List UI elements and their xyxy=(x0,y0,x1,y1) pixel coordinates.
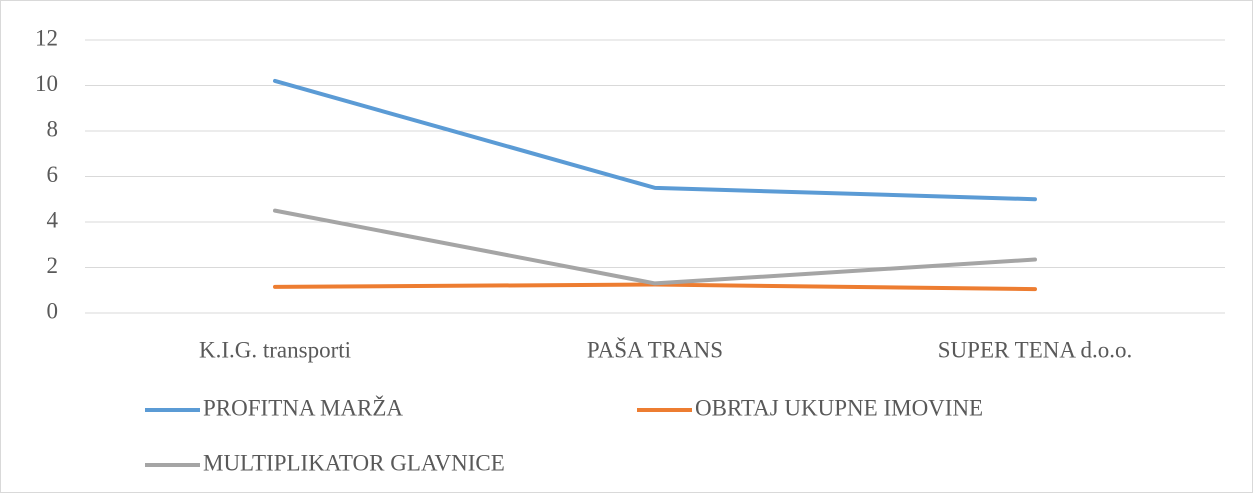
legend-label: MULTIPLIKATOR GLAVNICE xyxy=(203,450,505,475)
legend-label: OBRTAJ UKUPNE IMOVINE xyxy=(695,395,983,420)
legend-label: PROFITNA MARŽA xyxy=(203,395,403,420)
x-tick-label: SUPER TENA d.o.o. xyxy=(938,337,1132,362)
y-tick-label: 4 xyxy=(47,207,59,232)
y-tick-label: 12 xyxy=(35,25,58,50)
y-tick-label: 8 xyxy=(47,116,59,141)
x-tick-label: PAŠA TRANS xyxy=(587,336,723,362)
y-tick-label: 0 xyxy=(47,298,59,323)
series-line xyxy=(273,208,1037,286)
x-tick-label: K.I.G. transporti xyxy=(199,337,351,362)
y-tick-label: 10 xyxy=(35,71,58,96)
series-line xyxy=(273,78,1037,202)
y-tick-label: 6 xyxy=(47,162,59,187)
y-tick-label: 2 xyxy=(47,253,59,278)
